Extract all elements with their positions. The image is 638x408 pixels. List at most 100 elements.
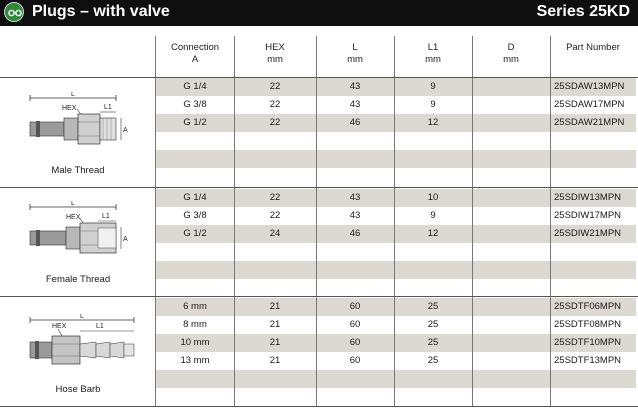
dim-hex-label: HEX xyxy=(52,323,67,330)
table-row: G 1/4 22 43 10 25SDIW13MPN xyxy=(156,189,636,207)
cell-d xyxy=(472,298,550,316)
cell-l1: 9 xyxy=(430,99,436,110)
cell-d xyxy=(472,189,550,207)
table-row: G 3/8 22 43 9 25SDIW17MPN xyxy=(156,207,636,225)
column-divider xyxy=(394,36,395,406)
cell-hex: 21 xyxy=(269,337,281,348)
cell-hex: 21 xyxy=(269,301,281,312)
cell-connection: G 1/4 xyxy=(183,81,207,92)
group-title-female-thread: Female Thread xyxy=(45,274,111,285)
table-row: 6 mm 21 60 25 25SDTF06MPN xyxy=(156,298,636,316)
table-row xyxy=(156,279,636,297)
cell-l1: 25 xyxy=(427,301,439,312)
cell-part: 25SDTF13MPN xyxy=(554,355,622,366)
hose-barb-plug-drawing: L HEX L1 xyxy=(29,314,135,365)
group-divider xyxy=(0,296,638,297)
cell-part: 25SDIW17MPN xyxy=(554,210,622,221)
cell-l: 43 xyxy=(349,81,361,92)
header-bar: Plugs – with valve Series 25KD xyxy=(0,0,638,26)
dim-l1-label: L1 xyxy=(104,104,112,111)
table-row xyxy=(156,388,636,404)
group-title-hose-barb: Hose Barb xyxy=(55,384,101,395)
series-title: Series 25KD xyxy=(536,3,630,20)
cell-part: 25SDAW21MPN xyxy=(554,117,625,128)
group-title-male-thread: Male Thread xyxy=(51,165,105,176)
col-header-connection: Connection A xyxy=(170,42,220,65)
cell-l: 60 xyxy=(349,301,361,312)
table-row: 8 mm 21 60 25 25SDTF08MPN xyxy=(156,316,636,334)
cell-l1: 25 xyxy=(427,319,439,330)
cell-l: 60 xyxy=(349,319,361,330)
cell-connection: 8 mm xyxy=(183,319,207,330)
dim-hex-label: HEX xyxy=(62,105,77,112)
cell-connection: G 3/8 xyxy=(183,99,207,110)
cell-l: 43 xyxy=(349,192,361,203)
cell-hex: 22 xyxy=(269,81,281,92)
group-divider xyxy=(0,187,638,188)
cell-connection: G 3/8 xyxy=(183,210,207,221)
cell-l1: 10 xyxy=(427,192,439,203)
dim-l1-label: L1 xyxy=(96,323,104,330)
dim-l-label: L xyxy=(71,201,75,207)
column-divider xyxy=(155,36,156,406)
cell-hex: 22 xyxy=(269,192,281,203)
cell-connection: G 1/4 xyxy=(183,192,207,203)
cell-d xyxy=(472,114,550,132)
cell-l1: 12 xyxy=(427,117,439,128)
cell-hex: 21 xyxy=(269,355,281,366)
cell-hex: 22 xyxy=(269,117,281,128)
cell-d xyxy=(472,352,550,370)
col-header-part-number: Part Number xyxy=(566,42,620,53)
cell-d xyxy=(472,316,550,334)
cell-d xyxy=(472,225,550,243)
cell-part: 25SDTF10MPN xyxy=(554,337,622,348)
dim-l1-label: L1 xyxy=(102,213,110,220)
col-header-hex: HEX mm xyxy=(265,42,285,65)
col-header-l1: L1 mm xyxy=(425,42,441,65)
cell-l: 60 xyxy=(349,355,361,366)
column-divider xyxy=(472,36,473,406)
male-thread-plug-drawing: L HEX L1 A xyxy=(29,92,128,145)
cell-connection: G 1/2 xyxy=(183,117,207,128)
cell-part: 25SDIW13MPN xyxy=(554,192,622,203)
cell-l: 46 xyxy=(349,228,361,239)
cell-l1: 25 xyxy=(427,337,439,348)
table-row: 13 mm 21 60 25 25SDTF13MPN xyxy=(156,352,636,370)
dim-a-label: A xyxy=(123,127,128,134)
cell-d xyxy=(472,334,550,352)
cell-hex: 24 xyxy=(269,228,281,239)
cell-l: 43 xyxy=(349,210,361,221)
cell-hex: 21 xyxy=(269,319,281,330)
table-row xyxy=(156,370,636,388)
cell-part: 25SDTF08MPN xyxy=(554,319,622,330)
table-row xyxy=(156,168,636,186)
coupling-logo-icon xyxy=(4,2,24,22)
cell-part: 25SDTF06MPN xyxy=(554,301,622,312)
column-divider xyxy=(234,36,235,406)
column-divider xyxy=(550,36,551,406)
cell-l1: 9 xyxy=(430,81,436,92)
column-divider xyxy=(316,36,317,406)
group-divider xyxy=(0,406,638,407)
table-row: G 1/2 24 46 12 25SDIW21MPN xyxy=(156,225,636,243)
cell-d xyxy=(472,96,550,114)
dim-hex-label: HEX xyxy=(66,214,81,221)
cell-l: 46 xyxy=(349,117,361,128)
page-title: Plugs – with valve xyxy=(32,3,170,20)
table-row xyxy=(156,150,636,168)
cell-l1: 12 xyxy=(427,228,439,239)
dim-a-label: A xyxy=(123,236,128,243)
cell-connection: G 1/2 xyxy=(183,228,207,239)
table-row: G 3/8 22 43 9 25SDAW17MPN xyxy=(156,96,636,114)
cell-part: 25SDIW21MPN xyxy=(554,228,622,239)
cell-l1: 25 xyxy=(427,355,439,366)
cell-part: 25SDAW17MPN xyxy=(554,99,625,110)
cell-l1: 9 xyxy=(430,210,436,221)
table-row xyxy=(156,261,636,279)
table-row: G 1/4 22 43 9 25SDAW13MPN xyxy=(156,78,636,96)
cell-d xyxy=(472,78,550,96)
cell-part: 25SDAW13MPN xyxy=(554,81,625,92)
cell-connection: 10 mm xyxy=(180,337,210,348)
dim-l-label: L xyxy=(80,314,84,320)
